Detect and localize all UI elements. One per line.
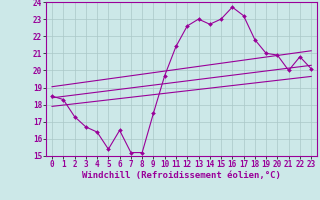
X-axis label: Windchill (Refroidissement éolien,°C): Windchill (Refroidissement éolien,°C) xyxy=(82,171,281,180)
